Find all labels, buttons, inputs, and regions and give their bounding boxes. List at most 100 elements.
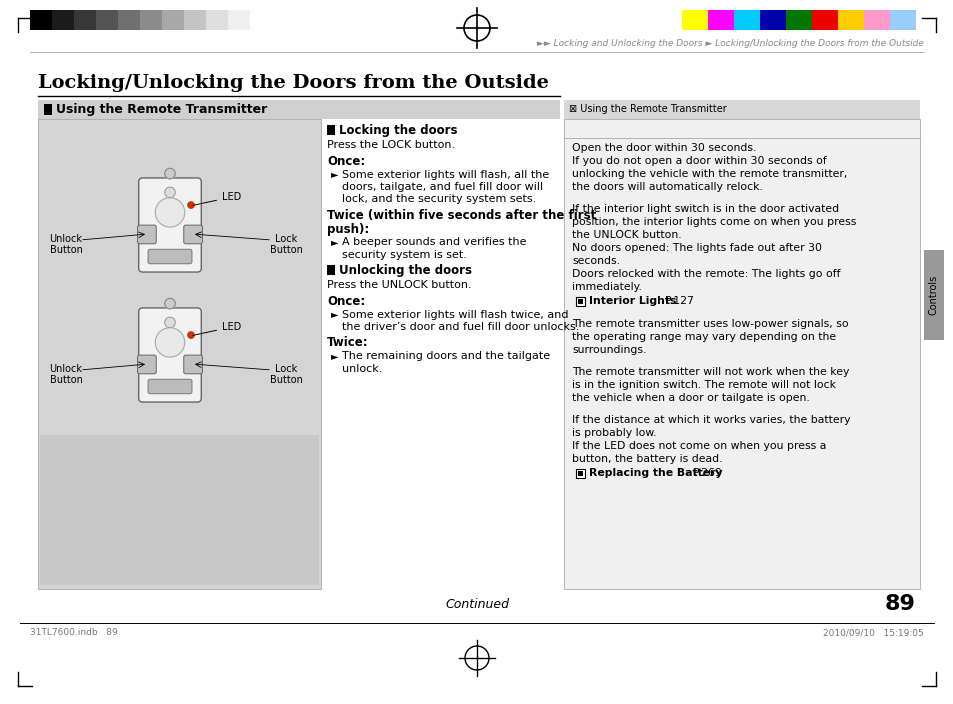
Text: If the LED does not come on when you press a: If the LED does not come on when you pre… [572,441,825,451]
Text: surroundings.: surroundings. [572,345,646,355]
Text: P.269: P.269 [685,468,720,478]
Text: unlock.: unlock. [341,363,382,374]
Text: Locking the doors: Locking the doors [338,124,457,137]
Text: 31TL7600.indb   89: 31TL7600.indb 89 [30,628,117,637]
Text: doors, tailgate, and fuel fill door will: doors, tailgate, and fuel fill door will [341,182,542,192]
Circle shape [188,332,194,338]
Bar [96,10,118,30]
Bar [889,10,915,30]
Bar [837,10,863,30]
Text: A beeper sounds and verifies the: A beeper sounds and verifies the [341,237,526,247]
Text: position, the interior lights come on when you press: position, the interior lights come on wh… [572,217,856,227]
Bar [563,100,919,119]
Text: The remote transmitter will not work when the key: The remote transmitter will not work whe… [572,367,848,377]
Text: LED: LED [193,322,241,335]
Circle shape [188,202,194,208]
Text: the doors will automatically relock.: the doors will automatically relock. [572,182,762,192]
Text: button, the battery is dead.: button, the battery is dead. [572,454,721,464]
Text: LED: LED [193,192,241,206]
Circle shape [165,318,175,327]
Text: Some exterior lights will flash twice, and: Some exterior lights will flash twice, a… [341,310,568,320]
Text: ►► Locking and Unlocking the Doors ► Locking/Unlocking the Doors from the Outsid: ►► Locking and Unlocking the Doors ► Loc… [537,39,923,48]
Text: Some exterior lights will flash, all the: Some exterior lights will flash, all the [341,170,549,180]
Text: lock, and the security system sets.: lock, and the security system sets. [341,194,536,204]
Text: Interior Lights: Interior Lights [588,296,676,306]
FancyBboxPatch shape [138,178,201,272]
Bar [184,10,206,30]
Text: Button: Button [50,245,82,255]
Text: Replacing the Battery: Replacing the Battery [588,468,721,478]
Text: ►: ► [331,310,338,320]
Text: Open the door within 30 seconds.: Open the door within 30 seconds. [572,143,756,153]
Bar [576,297,584,306]
Bar [38,119,320,589]
Bar [52,10,74,30]
Text: Button: Button [50,375,82,385]
Text: Controls: Controls [928,275,938,315]
Text: unlocking the vehicle with the remote transmitter,: unlocking the vehicle with the remote tr… [572,169,846,179]
Bar [811,10,837,30]
Text: is probably low.: is probably low. [572,428,656,438]
Text: P.127: P.127 [658,296,693,306]
Text: ⊠ Using the Remote Transmitter: ⊠ Using the Remote Transmitter [568,104,726,115]
Text: Once:: Once: [327,155,365,168]
Text: the vehicle when a door or tailgate is open.: the vehicle when a door or tailgate is o… [572,393,809,403]
Text: ►: ► [331,351,338,361]
Text: security system is set.: security system is set. [341,249,466,260]
Bar [863,10,889,30]
Text: seconds.: seconds. [572,256,619,266]
Text: ►: ► [331,170,338,180]
Text: Press the UNLOCK button.: Press the UNLOCK button. [327,280,471,291]
Bar [74,10,96,30]
FancyBboxPatch shape [148,249,192,264]
Text: Twice (within five seconds after the first: Twice (within five seconds after the fir… [327,209,596,222]
Text: No doors opened: The lights fade out after 30: No doors opened: The lights fade out aft… [572,243,821,253]
Circle shape [165,187,175,198]
Bar [707,10,733,30]
Bar [140,10,162,30]
Text: the driver’s door and fuel fill door unlocks.: the driver’s door and fuel fill door unl… [341,322,578,332]
Bar [576,469,584,478]
Bar [250,10,272,30]
Bar [578,471,582,476]
Text: immediately.: immediately. [572,282,641,292]
Bar [206,10,228,30]
Text: 89: 89 [884,594,915,614]
Text: If the interior light switch is in the door activated: If the interior light switch is in the d… [572,204,839,214]
Bar [681,10,707,30]
Text: If you do not open a door within 30 seconds of: If you do not open a door within 30 seco… [572,156,826,166]
Text: is in the ignition switch. The remote will not lock: is in the ignition switch. The remote wi… [572,380,835,390]
FancyBboxPatch shape [138,308,201,402]
Text: the UNLOCK button.: the UNLOCK button. [572,230,680,240]
Text: The remaining doors and the tailgate: The remaining doors and the tailgate [341,351,550,361]
Text: If the distance at which it works varies, the battery: If the distance at which it works varies… [572,415,850,425]
Bar [785,10,811,30]
Bar [327,265,335,275]
Bar [118,10,140,30]
Bar [578,299,582,304]
Text: Using the Remote Transmitter: Using the Remote Transmitter [56,103,267,116]
FancyBboxPatch shape [137,355,156,374]
Text: push):: push): [327,222,369,236]
Bar [327,125,335,135]
Bar [563,119,919,589]
Text: The remote transmitter uses low-power signals, so: The remote transmitter uses low-power si… [572,319,848,329]
Bar [44,104,52,115]
Bar [40,435,318,585]
Text: Button: Button [270,375,302,385]
Text: Locking/Unlocking the Doors from the Outside: Locking/Unlocking the Doors from the Out… [38,74,548,92]
Text: Unlock: Unlock [50,364,82,374]
Text: Lock: Lock [274,364,296,374]
Text: Lock: Lock [274,234,296,244]
Bar [923,250,943,340]
FancyBboxPatch shape [148,379,192,394]
Text: Twice:: Twice: [327,337,368,349]
Circle shape [155,198,185,227]
Circle shape [165,168,175,179]
Bar [733,10,760,30]
FancyBboxPatch shape [184,355,202,374]
Text: 2010/09/10   15:19:05: 2010/09/10 15:19:05 [822,628,923,637]
FancyBboxPatch shape [184,225,202,244]
Bar [162,10,184,30]
Circle shape [165,298,175,309]
